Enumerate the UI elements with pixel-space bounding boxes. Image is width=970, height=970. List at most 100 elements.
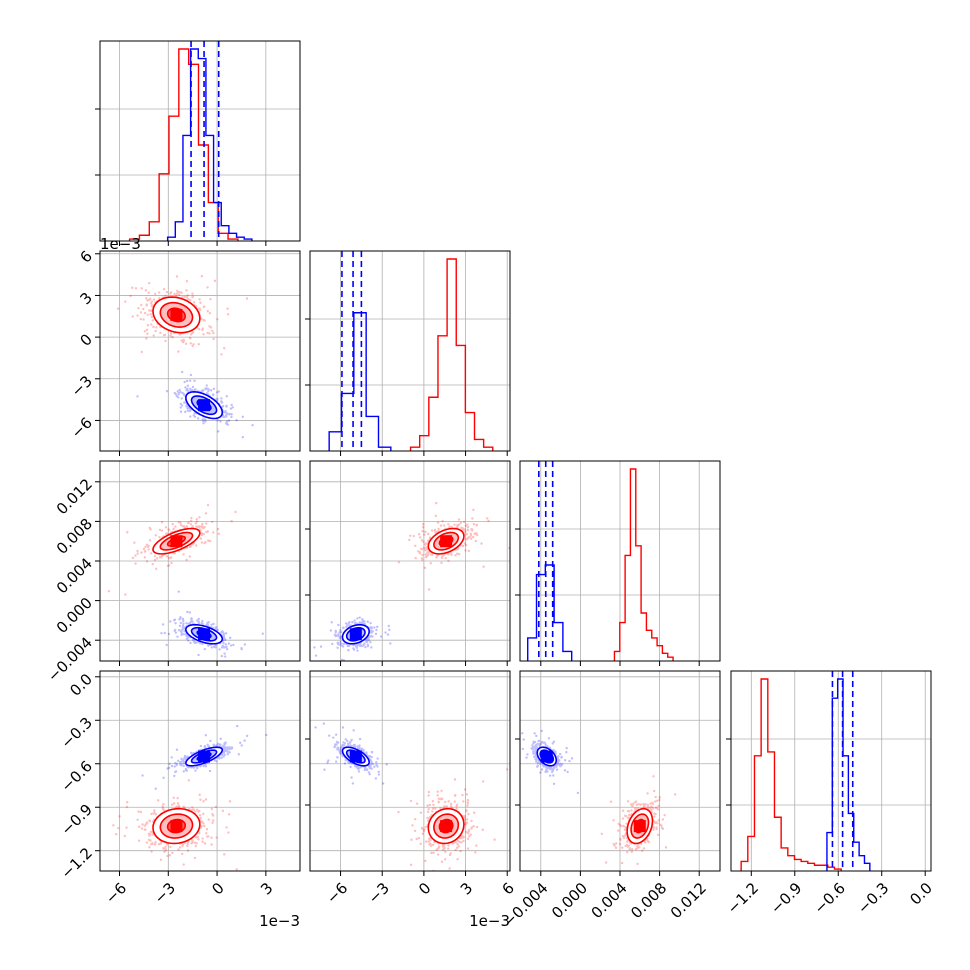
sample-point bbox=[443, 846, 446, 850]
sample-point bbox=[220, 353, 223, 356]
sample-point bbox=[200, 532, 204, 535]
sample-point bbox=[469, 537, 473, 540]
sample-point bbox=[183, 295, 186, 298]
sample-point bbox=[346, 644, 349, 648]
sample-point bbox=[439, 524, 443, 527]
sample-point bbox=[179, 523, 183, 527]
sample-point bbox=[353, 743, 356, 747]
sample-point bbox=[230, 413, 233, 416]
sample-point bbox=[346, 624, 349, 627]
sample-point bbox=[448, 853, 452, 857]
sample-point bbox=[427, 551, 430, 554]
sample-point bbox=[423, 566, 427, 570]
sample-point bbox=[220, 401, 224, 404]
sample-point bbox=[472, 824, 475, 828]
sample-point bbox=[185, 558, 188, 562]
sample-point bbox=[157, 291, 161, 294]
sample-point bbox=[462, 520, 466, 524]
sample-point bbox=[206, 835, 209, 838]
sample-point bbox=[440, 789, 443, 792]
sample-point bbox=[195, 767, 199, 770]
sample-point bbox=[186, 387, 189, 391]
sample-point bbox=[150, 304, 154, 308]
sample-point bbox=[463, 788, 467, 791]
sample-point bbox=[180, 397, 183, 400]
sample-point bbox=[432, 803, 435, 807]
sample-point bbox=[151, 304, 154, 307]
sample-point bbox=[161, 806, 165, 809]
sample-point bbox=[195, 641, 198, 644]
sample-point bbox=[422, 829, 426, 833]
sample-point bbox=[145, 303, 148, 306]
sample-point bbox=[136, 395, 139, 398]
sample-point bbox=[198, 516, 201, 519]
sample-point bbox=[165, 290, 169, 294]
sample-point bbox=[209, 739, 212, 743]
sample-point bbox=[208, 769, 212, 773]
sample-point bbox=[215, 760, 218, 763]
sample-point bbox=[140, 287, 143, 290]
sample-point bbox=[137, 810, 140, 813]
sample-point bbox=[201, 522, 204, 526]
sample-point bbox=[222, 635, 226, 639]
sample-point bbox=[336, 747, 340, 751]
sample-point bbox=[216, 318, 219, 321]
panel-frame bbox=[99, 670, 301, 872]
panel-2-0 bbox=[100, 461, 300, 661]
sample-point bbox=[431, 843, 435, 847]
sample-point bbox=[206, 286, 209, 289]
sample-point bbox=[118, 815, 121, 818]
sample-point bbox=[466, 837, 470, 840]
sample-point bbox=[143, 311, 147, 315]
sample-point bbox=[466, 832, 470, 835]
sample-point bbox=[184, 768, 188, 772]
sample-point bbox=[358, 737, 362, 741]
sample-point bbox=[487, 519, 490, 523]
sample-point bbox=[204, 387, 207, 390]
sample-point bbox=[464, 530, 467, 533]
sample-point bbox=[176, 802, 180, 805]
sample-point bbox=[459, 849, 462, 853]
sample-point bbox=[191, 839, 194, 842]
sample-point bbox=[411, 824, 414, 827]
sample-point bbox=[150, 323, 153, 326]
sample-point bbox=[167, 632, 171, 636]
sample-point bbox=[480, 542, 483, 545]
sample-point bbox=[148, 834, 151, 837]
sample-point bbox=[147, 544, 150, 547]
sample-point bbox=[181, 617, 185, 621]
sample-point bbox=[182, 619, 185, 623]
sample-point bbox=[188, 555, 192, 558]
sample-point bbox=[358, 621, 361, 624]
sample-point bbox=[429, 561, 432, 565]
sample-point bbox=[200, 621, 203, 625]
sample-point bbox=[203, 319, 206, 322]
sample-point bbox=[456, 524, 459, 528]
sample-point bbox=[185, 637, 189, 640]
sample-point bbox=[458, 840, 461, 844]
sample-point bbox=[215, 391, 219, 394]
sample-point bbox=[192, 766, 196, 769]
sample-point bbox=[189, 333, 193, 336]
sample-point bbox=[220, 397, 223, 400]
sample-point bbox=[373, 765, 376, 768]
sample-point bbox=[178, 846, 182, 849]
sample-point bbox=[340, 746, 343, 749]
sample-point bbox=[466, 536, 470, 540]
sample-point bbox=[465, 821, 469, 824]
sample-point bbox=[227, 831, 230, 834]
sample-point bbox=[182, 760, 186, 763]
sample-point bbox=[456, 523, 459, 527]
sample-point bbox=[165, 555, 169, 558]
sample-point bbox=[455, 803, 459, 807]
sample-point bbox=[313, 646, 316, 649]
sample-point bbox=[351, 620, 354, 624]
sample-point bbox=[168, 854, 172, 857]
sample-point bbox=[215, 626, 218, 629]
sample-point bbox=[160, 632, 163, 635]
sample-point bbox=[360, 747, 363, 750]
sample-point bbox=[186, 634, 189, 638]
sample-point bbox=[123, 834, 127, 838]
sample-point bbox=[356, 617, 359, 620]
sample-point bbox=[230, 747, 233, 750]
